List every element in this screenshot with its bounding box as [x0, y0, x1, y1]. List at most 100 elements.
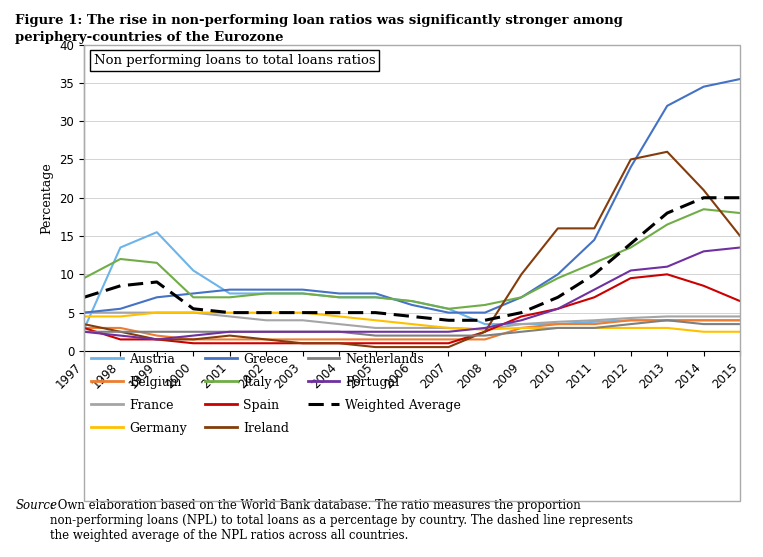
Austria [481, 321, 490, 328]
Weighted Average [371, 309, 380, 316]
Weighted Average [517, 309, 526, 316]
Greece [699, 84, 708, 90]
Spain [188, 340, 198, 346]
Spain [590, 294, 599, 301]
Weighted Average [407, 313, 417, 320]
Weighted Average [298, 309, 307, 316]
Belgium [590, 321, 599, 328]
Belgium [371, 336, 380, 343]
Germany [334, 313, 343, 320]
Spain [662, 271, 671, 277]
Weighted Average [188, 305, 198, 312]
Austria [225, 290, 234, 297]
Germany [262, 309, 271, 316]
Ireland [662, 148, 671, 155]
Austria [79, 326, 89, 333]
Italy [517, 294, 526, 301]
Greece [79, 309, 89, 316]
Italy [79, 275, 89, 281]
Weighted Average [626, 241, 636, 247]
Austria [334, 294, 343, 301]
Weighted Average [662, 209, 671, 216]
Portugal [590, 286, 599, 293]
Netherlands [116, 329, 125, 335]
Belgium [481, 336, 490, 343]
Belgium [188, 336, 198, 343]
Belgium [517, 325, 526, 331]
Spain [481, 329, 490, 335]
Belgium [662, 317, 671, 324]
Weighted Average [262, 309, 271, 316]
Portugal [553, 305, 562, 312]
Germany [371, 317, 380, 324]
Germany [553, 325, 562, 331]
Greece [334, 290, 343, 297]
Italy [444, 305, 453, 312]
Italy [298, 290, 307, 297]
Austria [298, 290, 307, 297]
Belgium [298, 336, 307, 343]
Weighted Average [481, 317, 490, 324]
Italy [626, 244, 636, 251]
Italy [699, 206, 708, 213]
Portugal [626, 267, 636, 274]
Netherlands [736, 321, 745, 328]
France [444, 325, 453, 331]
Austria [699, 317, 708, 324]
Greece [116, 305, 125, 312]
Spain [699, 282, 708, 289]
France [371, 325, 380, 331]
Portugal [225, 329, 234, 335]
Text: periphery-countries of the Eurozone: periphery-countries of the Eurozone [15, 31, 284, 43]
Line: Ireland: Ireland [84, 152, 740, 347]
Austria [590, 319, 599, 325]
Text: : Own elaboration based on the World Bank database. The ratio measures the propo: : Own elaboration based on the World Ban… [50, 499, 633, 541]
Ireland [626, 156, 636, 163]
Netherlands [699, 321, 708, 328]
Spain [626, 275, 636, 281]
Line: Greece: Greece [84, 79, 740, 312]
Austria [371, 294, 380, 301]
Greece [153, 294, 162, 301]
Ireland [481, 329, 490, 335]
France [590, 317, 599, 324]
Greece [553, 271, 562, 277]
Greece [517, 294, 526, 301]
Italy [553, 275, 562, 281]
Weighted Average [699, 194, 708, 201]
Austria [626, 317, 636, 324]
Belgium [553, 321, 562, 328]
Austria [116, 244, 125, 251]
France [407, 325, 417, 331]
Portugal [262, 329, 271, 335]
Ireland [590, 225, 599, 232]
Netherlands [262, 329, 271, 335]
Spain [79, 325, 89, 331]
Belgium [116, 325, 125, 331]
Austria [736, 317, 745, 324]
Ireland [334, 340, 343, 346]
Ireland [736, 233, 745, 240]
Italy [262, 290, 271, 297]
Ireland [517, 271, 526, 277]
Weighted Average [334, 309, 343, 316]
France [626, 315, 636, 321]
Greece [444, 309, 453, 316]
France [553, 319, 562, 325]
Spain [444, 340, 453, 346]
Portugal [444, 329, 453, 335]
Line: Spain: Spain [84, 274, 740, 343]
Portugal [334, 329, 343, 335]
Germany [662, 325, 671, 331]
Austria [662, 317, 671, 324]
Greece [225, 286, 234, 293]
France [481, 326, 490, 333]
France [736, 313, 745, 320]
France [79, 309, 89, 316]
Italy [225, 294, 234, 301]
France [662, 313, 671, 320]
Belgium [736, 317, 745, 324]
Belgium [444, 336, 453, 343]
Line: Belgium: Belgium [84, 320, 740, 339]
Ireland [444, 344, 453, 350]
